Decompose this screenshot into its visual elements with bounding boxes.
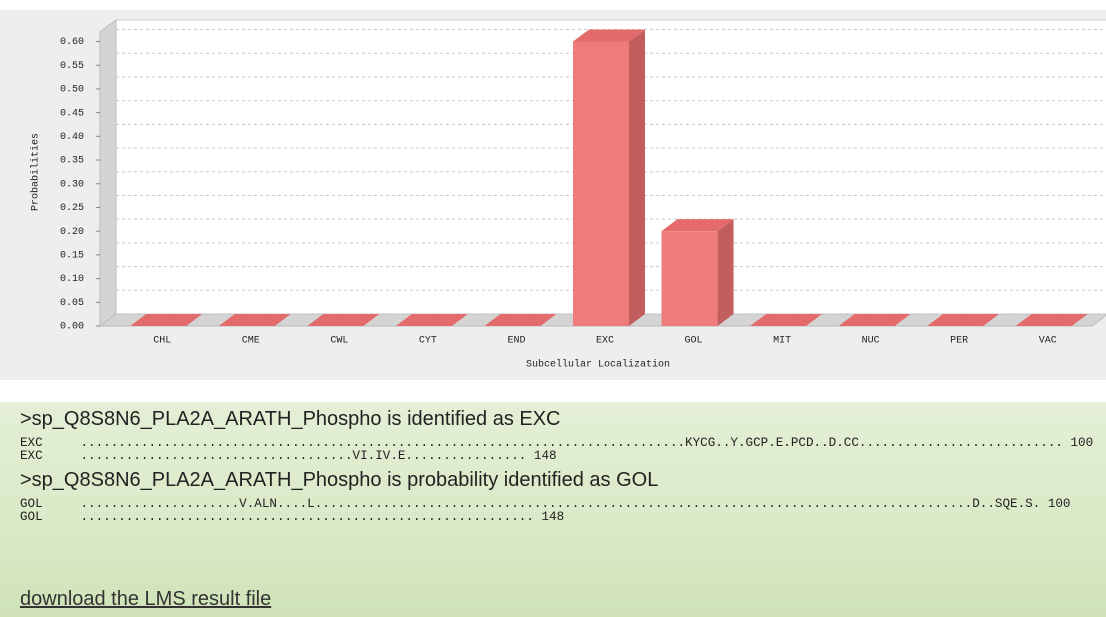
chart: Probabilities Subcellular Localization 0… [0, 0, 1106, 380]
page: Probabilities Subcellular Localization 0… [0, 0, 1106, 617]
y-tick-label: 0.10 [60, 274, 84, 285]
result-block: >sp_Q8S8N6_PLA2A_ARATH_Phospho is identi… [0, 408, 1106, 463]
alignment-line: EXC ....................................… [20, 450, 1106, 463]
y-tick-label: 0.30 [60, 179, 84, 190]
bar-side [629, 29, 645, 326]
alignment: EXC ....................................… [0, 437, 1106, 463]
result-heading: >sp_Q8S8N6_PLA2A_ARATH_Phospho is probab… [20, 469, 1106, 492]
bar [662, 219, 734, 326]
y-tick-label: 0.60 [60, 37, 84, 48]
y-tick-label: 0.05 [60, 298, 84, 309]
y-axis-label: Probabilities [30, 133, 42, 211]
bar-front [573, 41, 629, 326]
y-tick-label: 0.20 [60, 227, 84, 238]
download-link[interactable]: download the LMS result file [20, 588, 271, 611]
x-tick-label: GOL [685, 336, 703, 347]
x-tick-label: VAC [1039, 336, 1057, 347]
x-tick-label: EXC [596, 336, 614, 347]
alignment-line: GOL ....................................… [20, 511, 1106, 524]
result-block: >sp_Q8S8N6_PLA2A_ARATH_Phospho is probab… [0, 469, 1106, 524]
x-axis-label: Subcellular Localization [526, 359, 670, 371]
y-tick-label: 0.35 [60, 156, 84, 167]
y-tick-label: 0.50 [60, 85, 84, 96]
bar [573, 29, 645, 326]
bar-front [662, 231, 718, 326]
result-blocks: >sp_Q8S8N6_PLA2A_ARATH_Phospho is identi… [0, 408, 1106, 524]
y-tick-label: 0.45 [60, 108, 84, 119]
left-wall [100, 20, 116, 326]
y-tick-label: 0.40 [60, 132, 84, 143]
alignment: GOL .....................V.ALN....L.....… [0, 498, 1106, 524]
y-tick-label: 0.25 [60, 203, 84, 214]
y-tick-label: 0.15 [60, 251, 84, 262]
bar-side [718, 219, 734, 326]
x-tick-label: CWL [330, 336, 348, 347]
x-tick-label: END [507, 336, 525, 347]
x-tick-label: PER [950, 336, 968, 347]
x-tick-label: NUC [862, 336, 880, 347]
x-tick-label: CME [242, 336, 260, 347]
x-tick-label: CHL [153, 336, 171, 347]
y-tick-label: 0.00 [60, 322, 84, 333]
x-tick-label: MIT [773, 336, 791, 347]
x-tick-label: CYT [419, 336, 437, 347]
results-panel: >sp_Q8S8N6_PLA2A_ARATH_Phospho is identi… [0, 402, 1106, 617]
result-heading: >sp_Q8S8N6_PLA2A_ARATH_Phospho is identi… [20, 408, 1106, 431]
y-tick-label: 0.55 [60, 61, 84, 72]
